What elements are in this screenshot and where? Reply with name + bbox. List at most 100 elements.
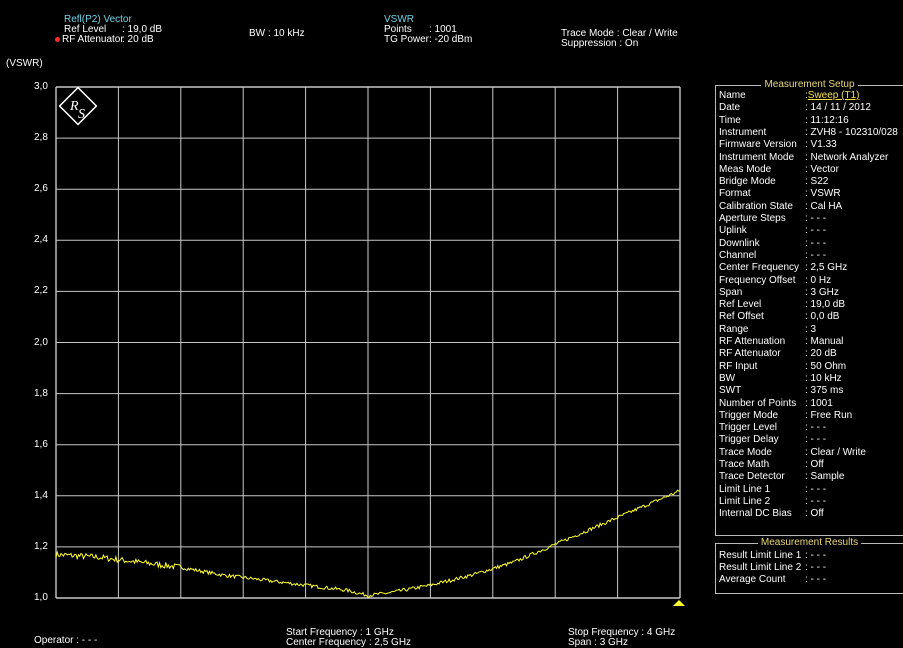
operator-readout: Operator : - - - (34, 635, 98, 646)
points-value: : 1001 (429, 24, 457, 35)
sweep-name-link[interactable]: Sweep (T1) (807, 90, 860, 101)
setup-row-value: : - - - (805, 213, 827, 224)
setup-row: Trace Mode: Clear / Write (719, 446, 866, 458)
setup-row: Downlink: - - - (719, 238, 826, 249)
setup-row: Trace Detector : Sample (719, 472, 844, 482)
setup-row: Instrument Mode: Network Analyzer (719, 151, 889, 163)
vswr-trace-line (55, 489, 681, 598)
setup-row-key: RF Attenuator (719, 348, 781, 360)
setup-row-value: : Sample (805, 471, 845, 483)
setup-row: Firmware Version : V1.33 (719, 140, 837, 150)
suppression-readout: Suppression : On (561, 38, 639, 49)
setup-row: Limit Line 2 : - - - (719, 495, 827, 507)
setup-row-key: Trace Detector (719, 471, 785, 483)
setup-row-key: Format (719, 188, 751, 200)
marker-arrow-icon (673, 600, 685, 606)
measurement-setup-panel: Measurement Setup Name: Sweep (T1) Date: … (715, 79, 903, 536)
y-tick-label: 2,8 (34, 132, 48, 144)
setup-row-value: : Off (805, 508, 824, 520)
tg-power-label: TG Power (384, 34, 430, 45)
setup-row-key: RF Attenuation (719, 336, 786, 347)
setup-row-key: RF Input (719, 360, 758, 372)
result-row: Result Limit Line 2: - - - (719, 563, 826, 573)
setup-row: Time: 11:12:16 (719, 114, 849, 126)
setup-row-value: : 1001 (805, 397, 833, 409)
setup-row: Ref Level: 19,0 dB (719, 300, 845, 310)
setup-row-key: Limit Line 1 (719, 483, 771, 495)
y-tick-label: 2,2 (34, 285, 48, 297)
setup-row-key: Calibration State (719, 200, 793, 212)
setup-row: Range: 3 (719, 323, 817, 335)
setup-row: Trigger Mode: Free Run (719, 409, 853, 421)
svg-text:R: R (69, 99, 79, 114)
setup-row-key: BW (719, 372, 736, 384)
rs-logo: R S (58, 86, 98, 126)
result-row-key: Result Limit Line 2 (719, 562, 802, 573)
setup-row-key: Number of Points (719, 397, 797, 409)
setup-row: Trigger Level: - - - (719, 423, 826, 433)
setup-row-value: : 10 kHz (805, 372, 842, 384)
setup-row-key: Frequency Offset (719, 274, 796, 286)
setup-row-value: : V1.33 (805, 139, 837, 151)
setup-row-value: : Off (805, 459, 824, 470)
setup-row-value: : 11:12:16 (805, 114, 849, 126)
setup-row-value: : 2,5 GHz (805, 262, 848, 274)
setup-row-value: : - - - (805, 434, 827, 446)
setup-row-value: : - - - (805, 495, 827, 507)
setup-row-value: : - - - (805, 249, 827, 261)
rf-attenuator-value: : 20 dB (122, 34, 154, 45)
setup-row: RF Input : 50 Ohm (719, 360, 847, 372)
setup-row-value: : Free Run (805, 409, 853, 421)
setup-row-value: : VSWR (805, 188, 841, 200)
setup-row: Calibration State : Cal HA (719, 200, 843, 212)
y-axis-unit-label: (VSWR) (6, 58, 43, 69)
setup-row: Ref Offset : 0,0 dB (719, 312, 839, 322)
setup-row-key: Channel (719, 249, 757, 261)
y-tick-label: 3,0 (34, 81, 48, 92)
setup-row-key: Limit Line 2 (719, 495, 771, 507)
setup-row-key: Aperture Steps (719, 213, 786, 224)
points-label: Points (384, 24, 412, 35)
setup-row-value: : 14 / 11 / 2012 (805, 102, 871, 114)
result-row: Result Limit Line 1: - - - (719, 551, 826, 561)
setup-row-key: Meas Mode (719, 163, 772, 175)
setup-row-value: : 375 ms (805, 385, 844, 397)
setup-row: SWT : 375 ms (719, 386, 843, 396)
setup-row: Format : VSWR (719, 189, 841, 199)
y-tick-label: 1,6 (34, 438, 48, 450)
setup-row-value: : Network Analyzer (805, 151, 889, 163)
rf-attenuator-indicator-icon (55, 36, 60, 42)
setup-row-value: : (805, 90, 808, 101)
y-tick-label: 2,4 (34, 234, 48, 246)
setup-row-value: : 20 dB (805, 348, 837, 360)
setup-row-value: : 3 (805, 323, 817, 335)
setup-row-key: Uplink (719, 225, 747, 237)
y-tick-label: 2,6 (34, 183, 48, 195)
ref-level-value: : 19,0 dB (122, 24, 163, 35)
setup-row-key: Firmware Version (719, 139, 797, 151)
tg-power-value: : -20 dBm (429, 34, 473, 45)
setup-row-key: SWT (719, 385, 742, 397)
result-row-value: : - - - (805, 574, 827, 585)
rf-attenuator-row: RF Attenuator (55, 34, 124, 45)
setup-row: Uplink: - - - (719, 226, 826, 236)
setup-row: Channel : - - - (719, 249, 827, 261)
setup-row-key: Name (719, 90, 746, 101)
setup-row-key: Ref Offset (719, 311, 764, 323)
setup-row-value: : S22 (805, 176, 829, 188)
setup-row-value: : 50 Ohm (805, 360, 847, 372)
setup-row-key: Center Frequency (719, 262, 800, 274)
setup-row-key: Trigger Level (719, 422, 777, 434)
setup-row: Internal DC Bias: Off (719, 509, 824, 519)
setup-row-value: : 19,0 dB (805, 299, 846, 311)
setup-row-value: : Cal HA (805, 200, 843, 212)
measurement-setup-title: Measurement Setup (761, 79, 858, 90)
stop-frequency-readout: Stop Frequency : 4 GHz (568, 627, 676, 638)
setup-row: RF Attenuator : 20 dB (719, 349, 837, 359)
setup-row-value: : Clear / Write (805, 446, 866, 458)
y-tick-label: 1,4 (34, 489, 48, 501)
setup-row: Meas Mode: Vector (719, 163, 839, 175)
result-row-key: Average Count (719, 574, 786, 585)
setup-row-value: : 0,0 dB (805, 311, 840, 323)
